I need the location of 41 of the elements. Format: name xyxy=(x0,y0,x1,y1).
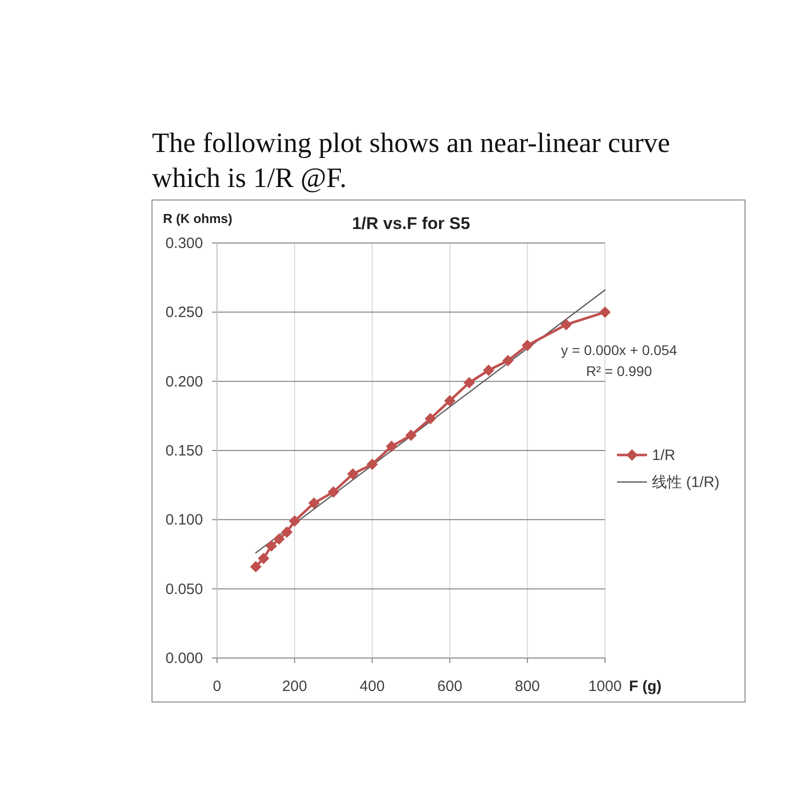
annotation: R² = 0.990 xyxy=(586,363,652,379)
annotation: y = 0.000x + 0.054 xyxy=(561,342,678,358)
point xyxy=(274,534,285,545)
point xyxy=(328,486,339,498)
point xyxy=(347,468,358,480)
point xyxy=(444,395,456,406)
x-tick-label: 800 xyxy=(514,678,540,695)
point xyxy=(522,340,533,351)
x-tick-label: 600 xyxy=(437,678,462,695)
x-tick-label: 200 xyxy=(282,678,308,695)
chart-subtitle: The following plot shows an near-linear curve which is 1/R @F. xyxy=(152,127,670,196)
y-tick-label: 0.100 xyxy=(165,512,203,529)
y-tick-label: 0.150 xyxy=(165,442,203,460)
y-tick-label: 0.250 xyxy=(165,304,203,322)
x-axis-title: F (g) xyxy=(629,678,662,695)
point xyxy=(464,377,475,388)
point xyxy=(289,516,300,527)
x-tick-label: 0 xyxy=(212,678,222,695)
point xyxy=(406,430,416,441)
y-axis-title: R (K ohms) xyxy=(163,211,232,226)
y-tick-label: 0.050 xyxy=(165,580,203,598)
point xyxy=(366,458,378,470)
point xyxy=(250,561,262,572)
point xyxy=(266,540,277,552)
point xyxy=(308,498,320,509)
point xyxy=(258,552,270,564)
legend-label: 线性 (1/R) xyxy=(652,474,720,491)
point xyxy=(600,306,610,318)
legend-label: 1/R xyxy=(652,447,676,464)
point xyxy=(281,526,292,538)
point xyxy=(386,440,398,452)
x-tick-label: 400 xyxy=(360,678,385,695)
point xyxy=(502,355,514,366)
y-tick-label: 0.000 xyxy=(165,650,203,667)
x-tick-label: 1000 xyxy=(588,678,622,695)
y-tick-label: 0.200 xyxy=(165,373,203,390)
point xyxy=(560,319,572,330)
y-tick-label: 0.300 xyxy=(165,235,203,252)
point xyxy=(424,413,436,424)
point xyxy=(483,364,494,376)
chart-title: 1/R vs.F for S5 xyxy=(352,214,470,233)
